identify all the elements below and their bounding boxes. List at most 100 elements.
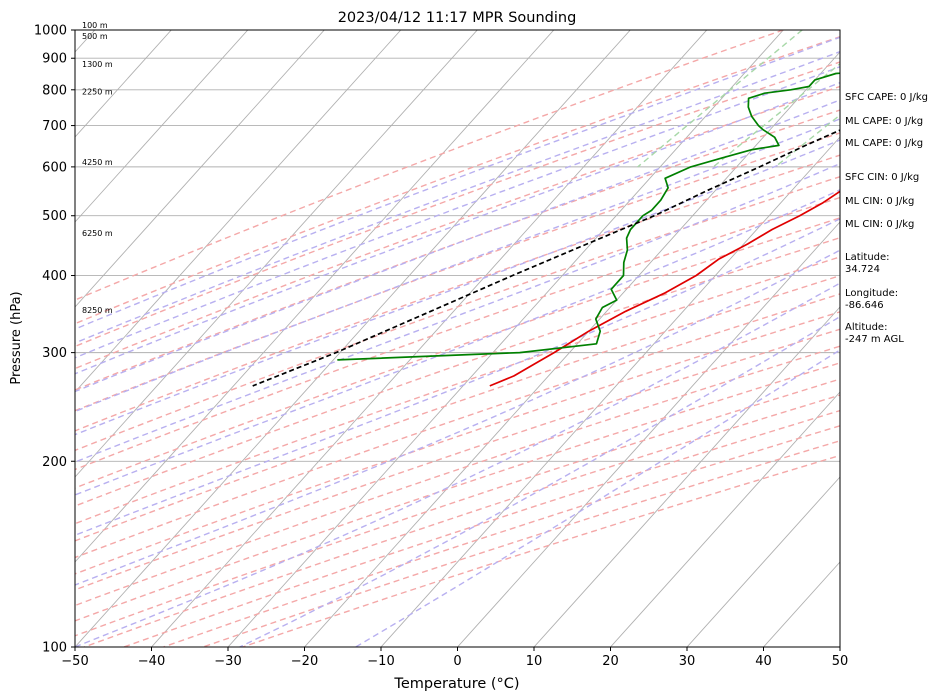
isotherm-line bbox=[75, 30, 325, 308]
x-tick-label: −30 bbox=[214, 654, 241, 669]
dry-adiabat-line bbox=[75, 175, 840, 452]
isotherm-line bbox=[227, 30, 784, 647]
dry-adiabat-line bbox=[75, 30, 784, 301]
y-tick-label: 900 bbox=[42, 52, 67, 67]
isotherm-line bbox=[75, 30, 402, 393]
moist-adiabat-line bbox=[355, 349, 840, 647]
dry-adiabat-line bbox=[75, 378, 840, 637]
dry-adiabat-line bbox=[75, 132, 840, 412]
moist-adiabat-line bbox=[75, 99, 840, 393]
isotherm-line bbox=[686, 476, 840, 647]
altitude-label: Altitude: -247 m AGL bbox=[845, 322, 904, 345]
moist-adiabat-line bbox=[75, 139, 840, 436]
height-label: 2250 m bbox=[82, 88, 113, 97]
isotherm-line bbox=[380, 136, 840, 647]
dry-adiabat-line bbox=[75, 293, 840, 559]
plot-frame bbox=[74, 29, 841, 648]
ml-cin-label-2: ML CIN: 0 J/kg bbox=[845, 219, 915, 230]
dry-adiabat-line bbox=[83, 394, 840, 647]
sfc-cape-label: SFC CAPE: 0 J/kg bbox=[845, 92, 928, 103]
y-tick-label: 1000 bbox=[34, 24, 67, 39]
moist-adiabat-line bbox=[239, 315, 840, 647]
moist-adiabat-line bbox=[75, 118, 840, 413]
moist-adiabat-line bbox=[75, 162, 840, 463]
y-tick-label: 100 bbox=[42, 641, 67, 656]
parcel-profile-line bbox=[252, 129, 840, 387]
ml-cin-label: ML CIN: 0 J/kg bbox=[845, 196, 915, 207]
dry-adiabat-line bbox=[123, 409, 840, 647]
dry-adiabat-line bbox=[75, 85, 840, 370]
x-tick-label: −40 bbox=[138, 654, 165, 669]
moist-adiabat-line bbox=[75, 65, 840, 359]
dry-adiabat-line bbox=[75, 328, 840, 591]
isotherm-line bbox=[75, 30, 555, 563]
mixing-ratio-line bbox=[637, 30, 803, 168]
moist-adiabat-line bbox=[75, 189, 840, 496]
dry-adiabat-line bbox=[75, 362, 840, 622]
x-tick-label: 10 bbox=[526, 654, 543, 669]
ml-cape-label: ML CAPE: 0 J/kg bbox=[845, 116, 924, 127]
isotherm-line bbox=[75, 30, 249, 223]
dry-adiabat-line bbox=[75, 154, 840, 432]
mixing-ratio-line bbox=[937, 30, 947, 167]
dewpoint-profile-line bbox=[337, 72, 840, 361]
x-tick-label: 30 bbox=[679, 654, 696, 669]
temperature-profile-line bbox=[489, 190, 840, 387]
longitude-label: Longitude: -86.646 bbox=[845, 288, 899, 311]
height-label: 4250 m bbox=[82, 158, 113, 167]
moist-adiabat-line bbox=[75, 218, 840, 536]
dry-adiabat-line bbox=[75, 109, 840, 391]
moist-adiabat-line bbox=[75, 36, 840, 330]
dry-adiabat-line bbox=[75, 196, 840, 471]
ml-cape-label-2: ML CAPE: 0 J/kg bbox=[845, 138, 924, 149]
y-tick-label: 300 bbox=[42, 346, 67, 361]
background-lines bbox=[75, 30, 947, 647]
dry-adiabat-line bbox=[75, 61, 840, 348]
dry-adiabat-line bbox=[75, 345, 840, 607]
mixing-ratio-line bbox=[774, 114, 840, 168]
y-axis-title: Pressure (hPa) bbox=[9, 291, 24, 384]
x-tick-label: 0 bbox=[453, 654, 461, 669]
latitude-label: Latitude: 34.724 bbox=[845, 252, 890, 275]
dry-adiabat-line bbox=[75, 35, 840, 325]
moist-adiabat-line bbox=[75, 50, 840, 344]
x-tick-label: 40 bbox=[755, 654, 772, 669]
x-tick-label: −20 bbox=[291, 654, 318, 669]
y-tick-label: 800 bbox=[42, 83, 67, 98]
dry-adiabat-line bbox=[75, 256, 840, 525]
height-label: 1300 m bbox=[82, 60, 113, 69]
y-tick-label: 700 bbox=[42, 119, 67, 134]
x-axis-title: Temperature (°C) bbox=[393, 676, 519, 692]
isotherm-line bbox=[610, 391, 840, 647]
x-tick-label: −50 bbox=[61, 654, 88, 669]
isotherm-line bbox=[151, 30, 708, 647]
height-label: 500 m bbox=[82, 32, 108, 41]
height-label: 100 m bbox=[82, 21, 108, 30]
moist-adiabat-line bbox=[75, 249, 840, 586]
series-lines bbox=[252, 72, 840, 387]
height-labels: 100 m 500 m 1300 m 2250 m 4250 m 6250 m 8250 m bbox=[82, 21, 113, 315]
y-tick-label: 500 bbox=[42, 209, 67, 224]
y-tick-label: 400 bbox=[42, 269, 67, 284]
mixing-ratio-line bbox=[712, 62, 840, 168]
dry-adiabat-line bbox=[75, 311, 840, 575]
height-label: 6250 m bbox=[82, 229, 113, 238]
isotherm-line bbox=[75, 30, 478, 478]
x-tick-label: −10 bbox=[367, 654, 394, 669]
chart-title: 2023/04/12 11:17 MPR Sounding bbox=[338, 10, 577, 26]
y-tick-label: 200 bbox=[42, 455, 67, 470]
isotherm-line bbox=[75, 30, 631, 647]
height-label: 8250 m bbox=[82, 306, 113, 315]
moist-adiabat-line bbox=[75, 81, 840, 375]
dry-adiabat-line bbox=[75, 236, 840, 507]
y-tick-label: 600 bbox=[42, 160, 67, 175]
dry-adiabat-line bbox=[75, 217, 840, 489]
dry-adiabat-line bbox=[75, 274, 840, 542]
isotherm-line bbox=[457, 221, 840, 647]
isotherm-line bbox=[304, 51, 840, 647]
x-tick-label: 20 bbox=[602, 654, 619, 669]
isotherm-line bbox=[75, 30, 172, 138]
x-tick-label: 50 bbox=[832, 654, 849, 669]
